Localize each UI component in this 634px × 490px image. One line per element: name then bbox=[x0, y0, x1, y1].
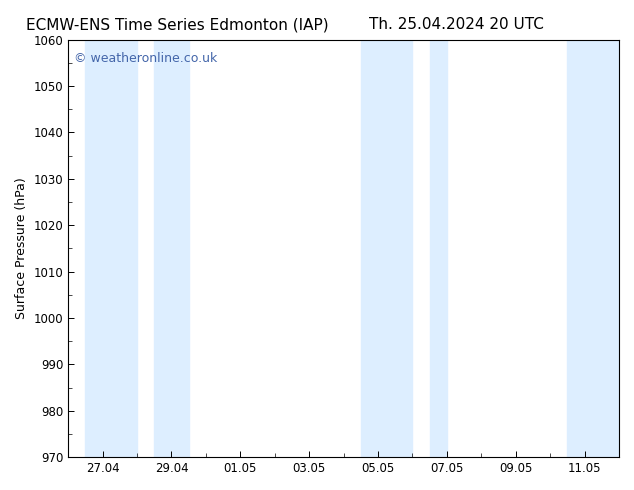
Bar bbox=[86, 40, 137, 457]
Y-axis label: Surface Pressure (hPa): Surface Pressure (hPa) bbox=[15, 177, 28, 319]
Bar bbox=[567, 40, 619, 457]
Bar bbox=[430, 40, 447, 457]
Bar bbox=[154, 40, 189, 457]
Text: © weatheronline.co.uk: © weatheronline.co.uk bbox=[74, 52, 217, 65]
Bar bbox=[361, 40, 413, 457]
Text: Th. 25.04.2024 20 UTC: Th. 25.04.2024 20 UTC bbox=[369, 17, 544, 32]
Text: ECMW-ENS Time Series Edmonton (IAP): ECMW-ENS Time Series Edmonton (IAP) bbox=[26, 17, 329, 32]
